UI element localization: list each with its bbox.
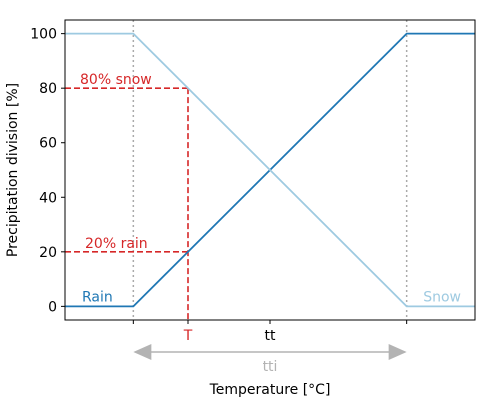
range-arrow-label: tti — [263, 359, 278, 375]
x-axis-label: Temperature [°C] — [209, 382, 331, 398]
y-tick-label-40: 40 — [39, 190, 57, 206]
y-axis-label: Precipitation division [%] — [5, 83, 21, 257]
y-tick-label-0: 0 — [48, 299, 57, 315]
y-tick-label-80: 80 — [39, 81, 57, 97]
x-tick-label-T: T — [183, 328, 193, 344]
rain-annotation: 20% rain — [85, 236, 148, 252]
axes — [61, 19, 476, 324]
marker-guides — [65, 87, 189, 320]
range-arrowhead-right — [388, 344, 407, 360]
vertical-reference-lines — [132, 20, 408, 320]
y-tick-label-60: 60 — [39, 136, 57, 152]
series-lines — [65, 32, 475, 308]
chart-texts: 0 20 40 60 80 100 tt T 80% snow 20% rain Rain Snow t… — [5, 27, 461, 398]
series-line-snow — [65, 32, 475, 308]
x-tick-label-tt: tt — [265, 328, 276, 344]
y-tick-label-100: 100 — [30, 27, 57, 43]
y-tick-label-20: 20 — [39, 245, 57, 261]
snow-series-label: Snow — [423, 289, 461, 305]
range-arrowhead-left — [133, 344, 152, 360]
snow-annotation: 80% snow — [80, 72, 152, 88]
rain-series-label: Rain — [82, 289, 113, 305]
